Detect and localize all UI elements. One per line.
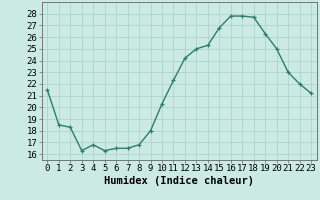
X-axis label: Humidex (Indice chaleur): Humidex (Indice chaleur) — [104, 176, 254, 186]
